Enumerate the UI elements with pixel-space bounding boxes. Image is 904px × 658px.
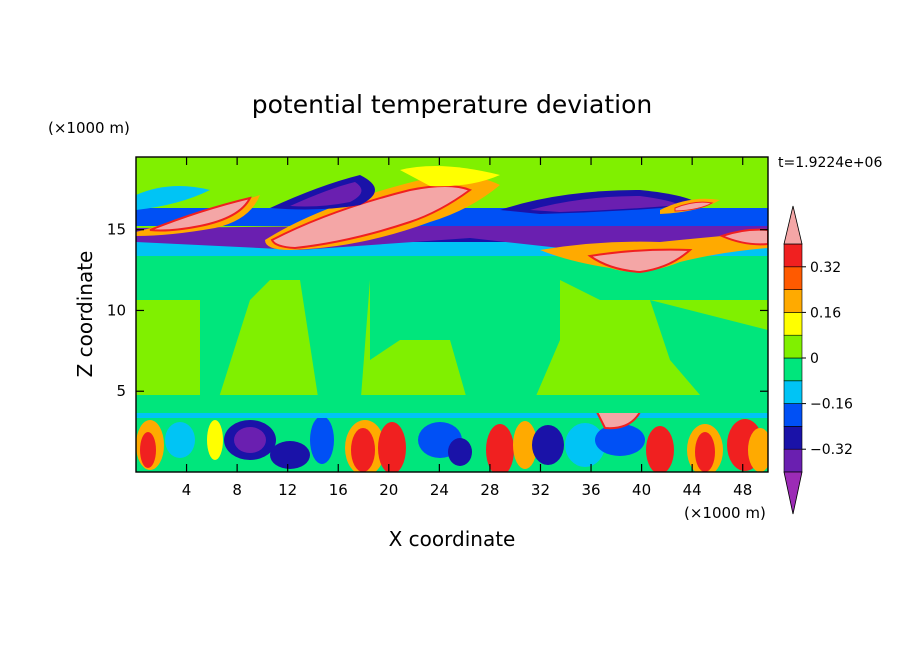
y-axis-label: Z coordinate	[73, 251, 97, 378]
mid-layer-zero-zones	[136, 265, 768, 413]
colorbar-swatch-3	[783, 380, 803, 404]
upper-band-mid	[136, 208, 768, 226]
colorbar-swatch-5	[783, 334, 803, 359]
colorbar-swatch-6	[783, 312, 803, 336]
lower-layer-top	[136, 413, 768, 418]
contour-field	[136, 157, 768, 472]
colorbar: 0.32 0.16 0 −0.16 −0.32	[783, 205, 853, 515]
upper-wave-dark-2-core	[530, 196, 680, 212]
lower-layer-cells	[136, 416, 768, 472]
upper-right-edge-plume	[719, 228, 768, 246]
colorbar-label-4: −0.32	[810, 442, 853, 458]
colorbar-label-3: −0.16	[810, 397, 853, 413]
upper-wave-dark-1-core	[290, 182, 362, 207]
x-tick-label-36: 36	[581, 481, 600, 499]
x-axis-label: X coordinate	[389, 527, 516, 551]
upper-left-plume	[149, 196, 252, 232]
x-tick-label-24: 24	[430, 481, 449, 499]
colorbar-label-2: 0	[810, 351, 819, 367]
upper-wave-pink	[674, 201, 714, 212]
x-unit-label: (×1000 m)	[684, 504, 766, 522]
y-tick-label-15: 15	[107, 221, 126, 239]
colorbar-label-0: 0.32	[810, 260, 841, 276]
time-label: t=1.9224e+06	[778, 155, 882, 171]
x-tick-label-32: 32	[531, 481, 550, 499]
x-axis: 4 8 12 16 20 24 28 32 36 40 44 48	[182, 157, 752, 499]
colorbar-swatch-1	[783, 426, 803, 450]
chart-title: potential temperature deviation	[252, 90, 652, 119]
x-tick-label-48: 48	[733, 481, 752, 499]
upper-wave-yellow	[400, 166, 500, 187]
colorbar-swatch-7	[783, 289, 803, 313]
x-tick-label-40: 40	[632, 481, 651, 499]
x-tick-label-4: 4	[182, 481, 192, 499]
colorbar-extend-max	[783, 205, 803, 245]
y-axis: 5 10 15	[107, 221, 768, 400]
y-tick-label-5: 5	[116, 382, 126, 400]
plot-frame	[135, 156, 769, 473]
colorbar-swatch-9	[783, 243, 803, 268]
colorbar-swatch-0	[783, 448, 803, 473]
colorbar-extend-min	[783, 471, 803, 515]
y-unit-label: (×1000 m)	[48, 119, 130, 137]
upper-right-plume	[587, 248, 693, 274]
colorbar-swatch-2	[783, 403, 803, 427]
colorbar-swatch-4	[783, 357, 803, 382]
y-tick-label-10: 10	[107, 301, 126, 319]
x-tick-label-20: 20	[379, 481, 398, 499]
colorbar-label-1: 0.16	[810, 305, 841, 321]
x-tick-label-44: 44	[683, 481, 702, 499]
x-tick-label-8: 8	[232, 481, 242, 499]
upper-wave-cyan	[136, 186, 210, 210]
colorbar-swatch-8	[783, 266, 803, 290]
x-tick-label-28: 28	[480, 481, 499, 499]
x-tick-label-12: 12	[278, 481, 297, 499]
x-tick-label-16: 16	[329, 481, 348, 499]
